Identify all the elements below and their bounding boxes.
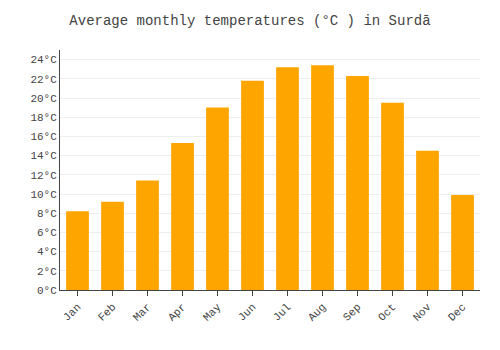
svg-text:Feb: Feb: [96, 301, 118, 323]
svg-text:Jul: Jul: [271, 301, 293, 323]
svg-text:24°C: 24°C: [30, 54, 57, 66]
svg-text:0°C: 0°C: [37, 285, 57, 297]
svg-text:10°C: 10°C: [30, 189, 57, 201]
svg-text:2°C: 2°C: [37, 266, 57, 278]
svg-text:Oct: Oct: [376, 301, 398, 323]
svg-text:20°C: 20°C: [30, 93, 57, 105]
svg-text:14°C: 14°C: [30, 150, 57, 162]
svg-text:Mar: Mar: [131, 301, 153, 323]
svg-text:22°C: 22°C: [30, 74, 57, 86]
svg-text:18°C: 18°C: [30, 112, 57, 124]
svg-text:May: May: [201, 301, 224, 324]
svg-text:Aug: Aug: [306, 301, 328, 323]
svg-text:12°C: 12°C: [30, 170, 57, 182]
svg-text:6°C: 6°C: [37, 227, 57, 239]
svg-text:Dec: Dec: [446, 301, 468, 323]
svg-text:8°C: 8°C: [37, 208, 57, 220]
svg-text:Average monthly temperatures (: Average monthly temperatures (°C ) in Su…: [69, 13, 430, 29]
svg-text:Sep: Sep: [341, 301, 363, 323]
svg-text:4°C: 4°C: [37, 246, 57, 258]
svg-text:Jun: Jun: [236, 301, 258, 323]
svg-text:Nov: Nov: [411, 301, 434, 324]
svg-text:Apr: Apr: [166, 301, 188, 323]
svg-text:Jan: Jan: [61, 301, 83, 323]
svg-text:16°C: 16°C: [30, 131, 57, 143]
